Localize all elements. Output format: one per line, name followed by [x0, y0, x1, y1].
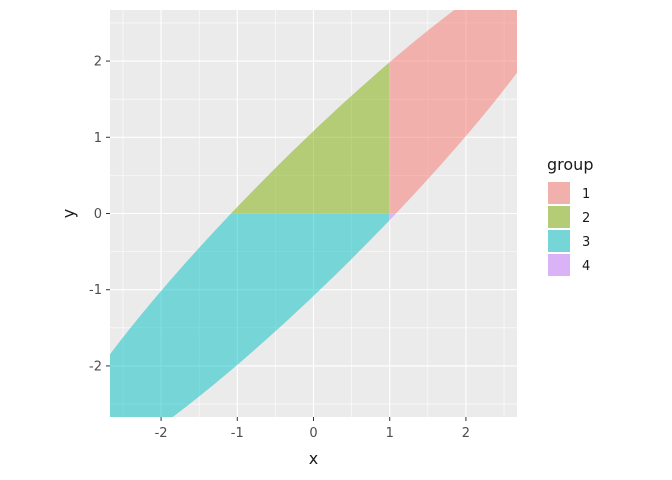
y-tick-label: 1 [94, 131, 102, 146]
legend-title: group [547, 155, 593, 174]
legend-label: 1 [582, 187, 590, 202]
legend-items: 1 2 3 4 [548, 182, 590, 276]
y-tick-label: 0 [94, 207, 102, 222]
x-axis-title: x [309, 449, 318, 468]
legend: group 1 2 3 4 [547, 155, 593, 276]
legend-swatch [548, 206, 570, 228]
legend-label: 2 [582, 211, 590, 226]
legend-swatch [548, 254, 570, 276]
x-tick-label: -2 [155, 426, 168, 441]
x-tick-label: 0 [309, 426, 317, 441]
legend-swatch [548, 182, 570, 204]
y-axis-ticks: -2 -1 0 1 2 [89, 55, 110, 374]
y-axis-title: y [59, 209, 78, 218]
legend-label: 4 [582, 259, 590, 274]
y-tick-label: -1 [89, 283, 102, 298]
x-axis-ticks: -2 -1 0 1 2 [155, 417, 470, 441]
x-tick-label: -1 [231, 426, 244, 441]
y-tick-label: -2 [89, 359, 102, 374]
x-tick-label: 2 [462, 426, 470, 441]
legend-label: 3 [582, 235, 590, 250]
y-tick-label: 2 [94, 55, 102, 70]
legend-swatch [548, 230, 570, 252]
x-tick-label: 1 [386, 426, 394, 441]
